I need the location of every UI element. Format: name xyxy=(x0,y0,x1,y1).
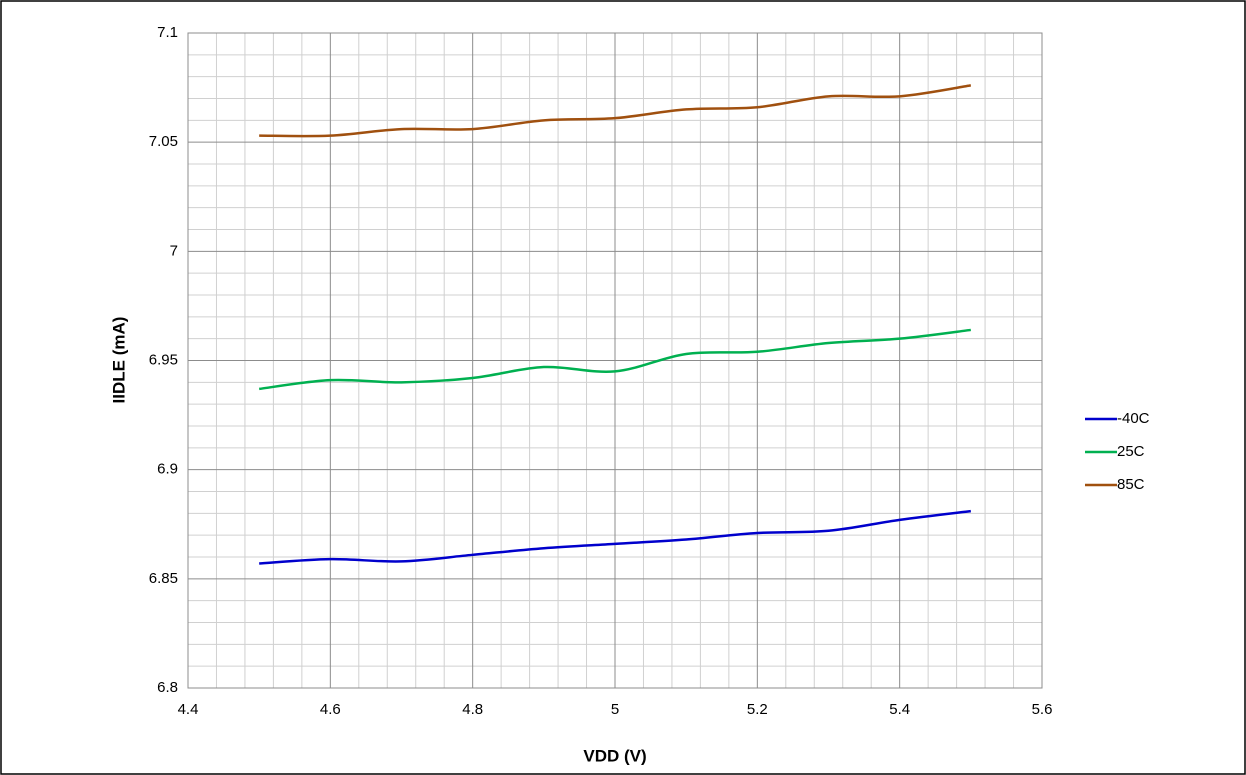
y-tick-label: 6.8 xyxy=(157,679,178,696)
series-line xyxy=(259,328,971,391)
x-tick-label: 5.2 xyxy=(747,701,768,718)
x-tick-label: 5.4 xyxy=(889,701,910,718)
y-tick-label: 7.1 xyxy=(157,24,178,41)
y-tick-label: 6.9 xyxy=(157,461,178,478)
y-tick-label: 6.85 xyxy=(149,570,178,587)
y-tick-label: 6.95 xyxy=(149,351,178,368)
legend-label: 25C xyxy=(1117,443,1145,460)
legend-label: 85C xyxy=(1117,476,1145,493)
x-axis-title: VDD (V) xyxy=(583,746,646,765)
legend-label: -40C xyxy=(1117,410,1150,427)
x-tick-label: 4.4 xyxy=(178,701,199,718)
y-tick-label: 7.05 xyxy=(149,133,178,150)
grid xyxy=(187,32,1043,689)
x-tick-label: 4.6 xyxy=(320,701,341,718)
y-axis-title: IIDLE (mA) xyxy=(109,317,128,404)
y-tick-label: 7 xyxy=(170,242,178,259)
x-tick-label: 4.8 xyxy=(462,701,483,718)
x-tick-label: 5.6 xyxy=(1032,701,1053,718)
series-line xyxy=(259,84,972,138)
series-line xyxy=(259,509,971,565)
plot-frame xyxy=(187,32,1043,689)
plot xyxy=(259,84,972,565)
x-tick-label: 5 xyxy=(611,701,619,718)
